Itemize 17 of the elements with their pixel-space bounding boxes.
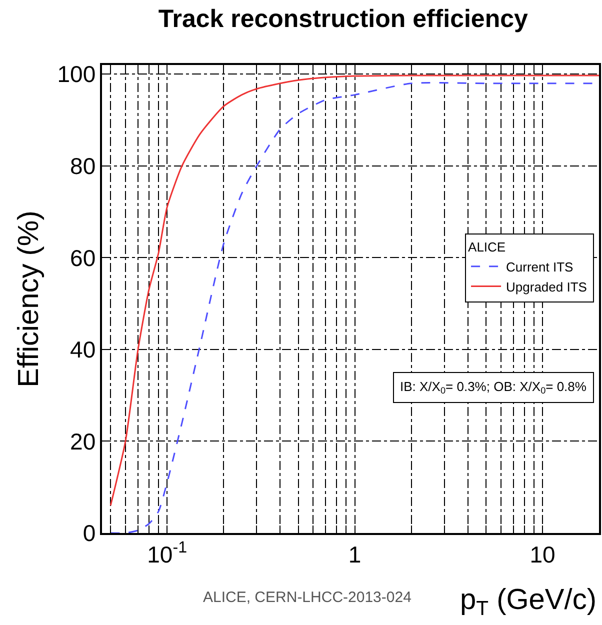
text: ALICE, CERN-LHCC-2013-024: [203, 589, 412, 606]
y-axis-title: Efficiency (%): [13, 210, 46, 388]
y-tick-label: 80: [70, 152, 96, 179]
x-tick-label: 1: [348, 541, 362, 568]
annotation: IB: X/X$_{0}$= 0.3%; OB: X/X$_{0}$= 0.8%: [400, 379, 587, 396]
y-tick-label: 40: [70, 336, 96, 363]
x-tick-label: 10$^{-1}$: [147, 538, 188, 568]
y-tick-label: 0: [82, 520, 96, 546]
legend-title: ALICE: [468, 239, 506, 254]
legend-label: Upgraded ITS: [506, 279, 588, 294]
y-tick-label: 100: [57, 61, 96, 88]
y-tick-label: 60: [70, 244, 96, 271]
chart-title: Track reconstruction efficiency: [158, 4, 528, 33]
y-tick-label: 20: [70, 428, 96, 454]
legend-label: Current ITS: [506, 259, 574, 274]
x-tick-label: 10: [530, 541, 556, 568]
x-axis-title: p$_{T}$ (GeV/c): [460, 584, 596, 620]
